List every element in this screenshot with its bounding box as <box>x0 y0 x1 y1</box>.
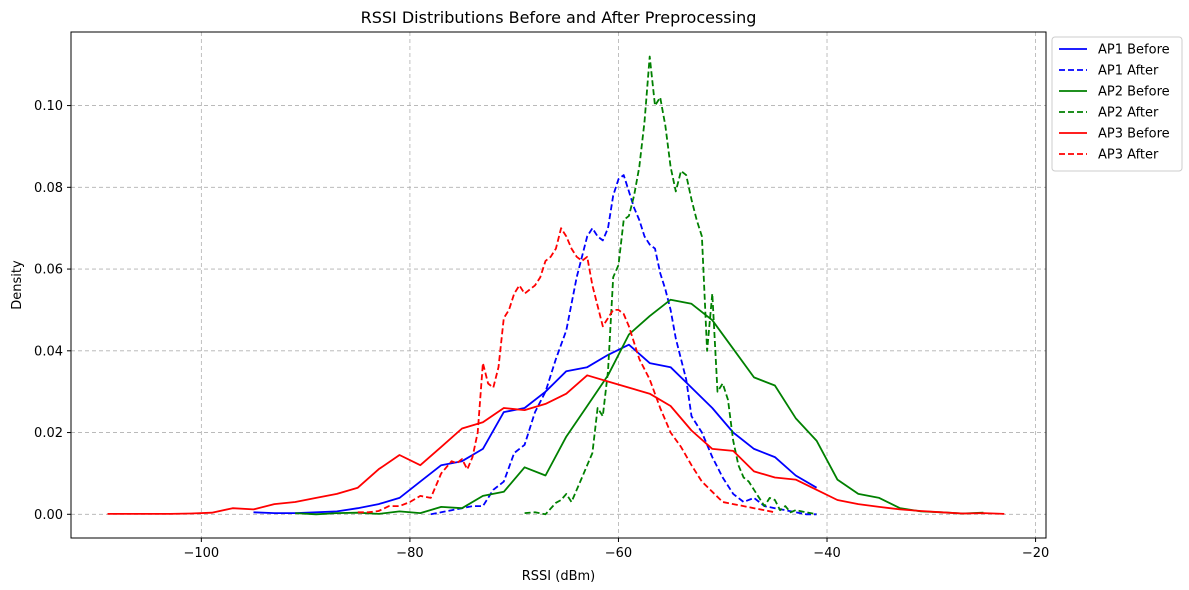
series-layer <box>107 55 1005 516</box>
chart-title: RSSI Distributions Before and After Prep… <box>361 8 757 27</box>
y-tick-label: 0.02 <box>34 426 63 441</box>
plot-frame <box>70 31 1047 539</box>
series-line-ap3-after <box>357 227 776 514</box>
x-tick-label: −40 <box>813 546 840 561</box>
x-tick-label: −20 <box>1022 546 1049 561</box>
y-axis-label: Density <box>10 260 25 310</box>
legend-label: AP3 After <box>1098 148 1159 163</box>
legend-label: AP1 After <box>1098 64 1159 79</box>
y-tick-label: 0.00 <box>34 508 63 523</box>
y-tick-label: 0.10 <box>34 99 63 114</box>
legend-label: AP3 Before <box>1098 127 1170 142</box>
x-tick-label: −80 <box>396 546 423 561</box>
series-line-ap2-before <box>295 298 984 516</box>
y-tick-label: 0.06 <box>34 263 63 278</box>
ticks: −100 −80 −60 −40 −20 0.00 0.02 0.04 0.06 0.08 0.10 <box>34 99 1049 561</box>
legend-label: AP1 Before <box>1098 43 1170 58</box>
y-tick-label: 0.04 <box>34 344 63 359</box>
y-tick-label: 0.08 <box>34 181 63 196</box>
legend-label: AP2 After <box>1098 106 1159 121</box>
series-line-ap1-before <box>253 343 818 514</box>
x-axis-label: RSSI (dBm) <box>522 569 595 584</box>
legend-label: AP2 Before <box>1098 85 1170 100</box>
x-tick-label: −100 <box>183 546 219 561</box>
legend: AP1 Before AP1 After AP2 Before AP2 After AP… <box>1051 36 1183 172</box>
legend-box <box>1051 36 1183 172</box>
grid <box>71 32 1046 538</box>
series-line-ap3-before <box>107 374 1005 515</box>
series-line-ap1-after <box>430 174 817 516</box>
series-line-ap2-after <box>524 55 817 516</box>
x-tick-label: −60 <box>605 546 632 561</box>
